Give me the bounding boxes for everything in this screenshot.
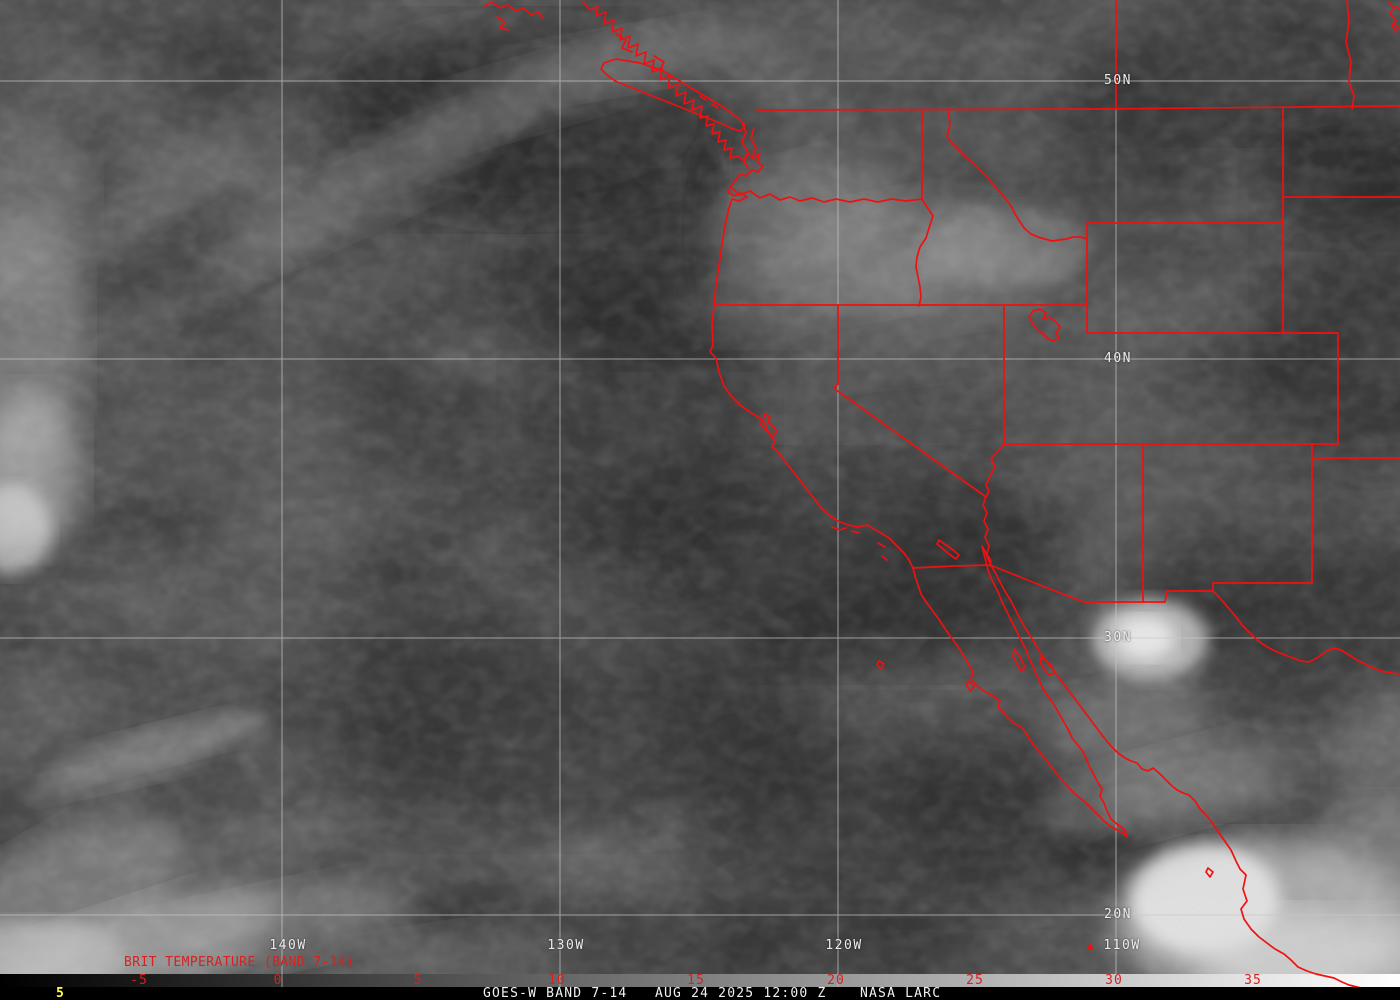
california-nevada-border-path — [833, 304, 992, 567]
canada-provincial-borders-path — [1115, 0, 1355, 110]
coastline-path — [582, 1, 1366, 990]
colorbar-tick-label: 35 — [1244, 973, 1262, 988]
lon-label-110w: 110W — [1103, 938, 1141, 953]
lon-label-120w: 120W — [825, 938, 863, 953]
gulf-islands-path — [1012, 648, 1056, 676]
lat-label-40n: 40N — [1104, 351, 1132, 366]
lat-label-20n: 20N — [1104, 907, 1132, 922]
lon-label-140w: 140W — [269, 938, 307, 953]
colorbar-tick-label: 20 — [827, 973, 845, 988]
lat-label-30n: 30N — [1104, 630, 1132, 645]
status-product-label: GOES-W BAND 7-14 — [483, 986, 628, 1000]
nevada-arizona-border-path — [985, 443, 1005, 498]
vancouver-island-outline — [600, 58, 746, 132]
product-title: BRIT TEMPERATURE (BAND 7-14) — [124, 955, 355, 970]
great-salt-lake-outline — [1028, 308, 1061, 342]
idaho-montana-border-path — [946, 109, 1088, 242]
status-left-value: 5 — [56, 986, 64, 1000]
state-borders-path — [713, 108, 1400, 603]
colorbar-tick-label: 5 — [413, 973, 423, 988]
us-mexico-border-path — [912, 564, 1400, 675]
washington-oregon-border-path — [729, 185, 923, 203]
clear-sky-dark-patches — [310, 5, 1400, 910]
cloud-masses — [0, 23, 1400, 1000]
lat-label-50n: 50N — [1104, 73, 1132, 88]
status-credit-label: NASA LARC — [860, 986, 942, 1000]
colorbar-tick-label: 25 — [966, 973, 984, 988]
topright-lakes-path — [1388, 1, 1400, 33]
colorbar-tick-label: 0 — [273, 973, 283, 988]
salton-sea-outline — [936, 539, 960, 560]
status-timestamp-label: AUG 24 2025 12:00 Z — [655, 986, 827, 1000]
us-canada-border-path — [756, 105, 1400, 111]
lon-label-130w: 130W — [547, 938, 585, 953]
colorbar-tick-label: -5 — [130, 973, 148, 988]
offshore-islands-path — [831, 526, 1214, 878]
volcano-marker-icon — [1086, 943, 1094, 950]
coastal-islands-path — [483, 1, 757, 169]
oregon-idaho-border-path — [915, 198, 934, 307]
colorbar-tick-label: 30 — [1105, 973, 1123, 988]
san-francisco-bay-outline — [762, 413, 778, 437]
